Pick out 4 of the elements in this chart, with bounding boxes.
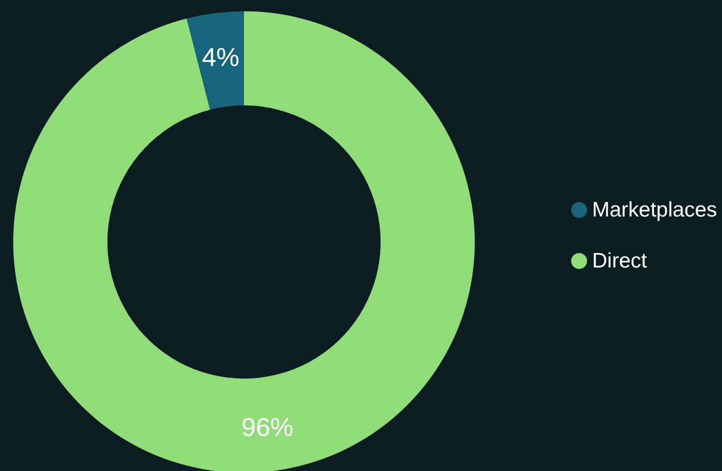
- data-label: 4%: [202, 42, 240, 72]
- legend-label: Marketplaces: [592, 198, 718, 222]
- data-label: 96%: [241, 412, 294, 442]
- legend-label: Direct: [592, 250, 648, 272]
